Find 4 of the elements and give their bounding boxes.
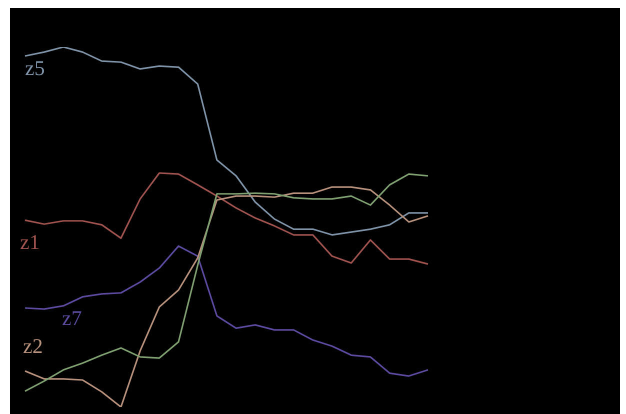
series-label: z2 (23, 334, 43, 358)
series-label: z5 (25, 56, 45, 80)
series-label: z7 (62, 306, 82, 330)
series-label: z1 (20, 230, 40, 254)
